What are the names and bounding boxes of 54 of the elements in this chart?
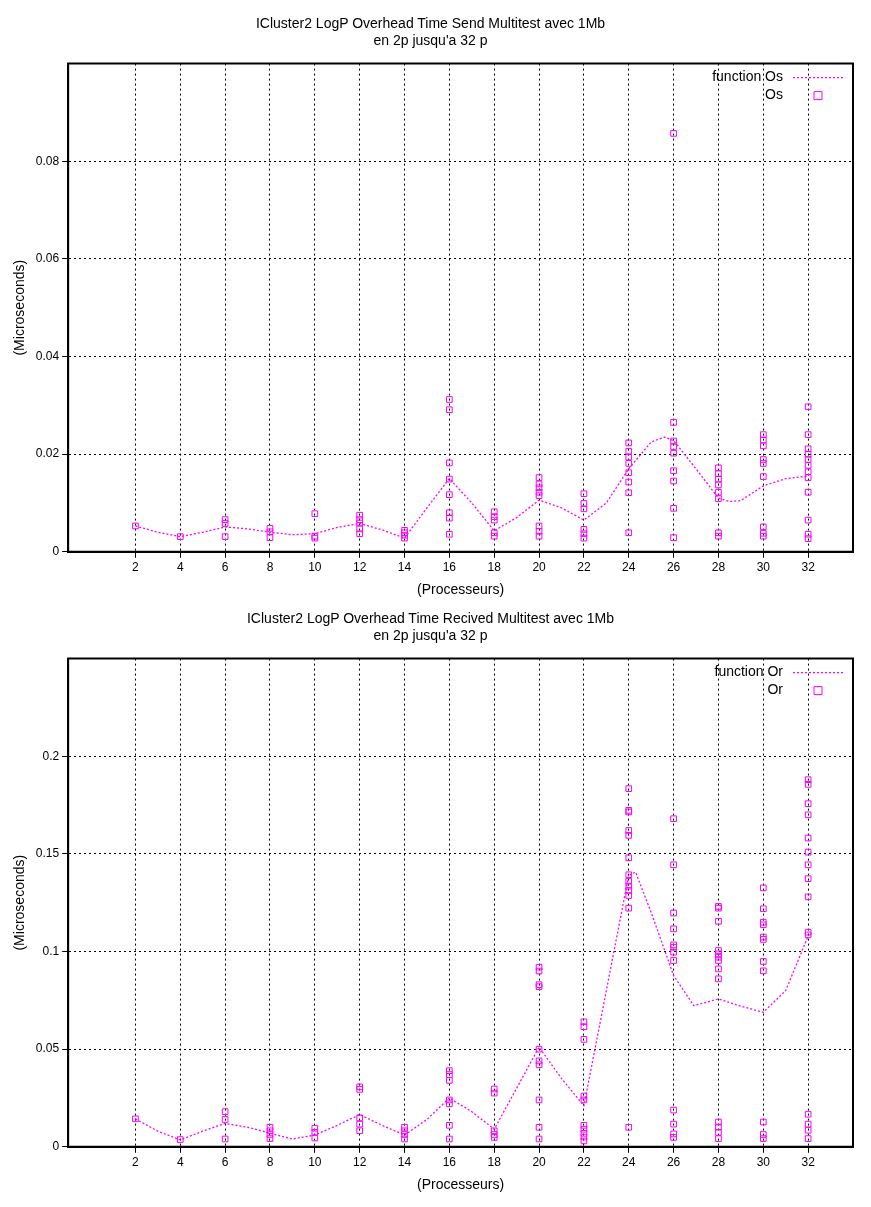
x-tick-label: 32 xyxy=(801,560,816,575)
legend-label: function Or xyxy=(714,663,784,680)
x-tick-label: 26 xyxy=(666,1155,681,1170)
x-tick-label: 28 xyxy=(711,560,726,575)
legend-label: Os xyxy=(765,86,783,103)
x-tick-label: 18 xyxy=(487,1155,502,1170)
y-tick-label: 0.05 xyxy=(35,1041,60,1056)
legend-label: Or xyxy=(767,681,784,698)
x-tick-label: 2 xyxy=(132,1155,140,1170)
x-tick-label: 8 xyxy=(266,1155,274,1170)
y-tick-label: 0 xyxy=(52,544,60,559)
x-tick-label: 18 xyxy=(487,560,502,575)
y-tick-label: 0.04 xyxy=(35,348,60,363)
chart-title: ICluster2 LogP Overhead Time Recived Multitest avec 1Mb xyxy=(246,610,615,627)
x-tick-label: 4 xyxy=(176,1155,184,1170)
y-tick-label: 0 xyxy=(52,1139,60,1154)
x-tick-label: 22 xyxy=(577,1155,591,1170)
y-tick-label: 0.02 xyxy=(35,446,60,461)
x-tick-label: 6 xyxy=(221,1155,229,1170)
x-tick-label: 26 xyxy=(666,560,681,575)
x-tick-label: 8 xyxy=(266,560,274,575)
y-tick-label: 0.2 xyxy=(42,748,60,763)
legend-label: function Os xyxy=(712,68,783,85)
x-tick-label: 32 xyxy=(801,1155,816,1170)
chart-title: ICluster2 LogP Overhead Time Send Multitest avec 1Mb xyxy=(255,15,606,32)
x-tick-label: 24 xyxy=(622,1155,636,1170)
x-tick-label: 24 xyxy=(622,560,636,575)
y-tick-label: 0.1 xyxy=(42,943,60,958)
y-tick-label: 0.08 xyxy=(35,153,60,168)
x-tick-label: 4 xyxy=(176,560,184,575)
x-tick-label: 30 xyxy=(756,1155,771,1170)
x-tick-label: 20 xyxy=(532,1155,547,1170)
x-axis-title: (Processeurs) xyxy=(417,1176,505,1193)
chart-subtitle: en 2p jusqu'a 32 p xyxy=(373,32,488,49)
x-tick-label: 16 xyxy=(442,1155,457,1170)
x-tick-label: 12 xyxy=(352,1155,367,1170)
y-axis-title: (Microseconds) xyxy=(11,259,28,356)
x-tick-label: 30 xyxy=(756,560,771,575)
x-tick-label: 28 xyxy=(711,1155,726,1170)
chart-subtitle: en 2p jusqu'a 32 p xyxy=(373,627,488,644)
x-tick-label: 10 xyxy=(308,560,322,575)
x-axis-title: (Processeurs) xyxy=(417,581,505,598)
x-tick-label: 22 xyxy=(577,560,591,575)
x-tick-label: 10 xyxy=(308,1155,322,1170)
x-tick-label: 16 xyxy=(442,560,457,575)
y-tick-label: 0.15 xyxy=(35,846,60,861)
x-tick-label: 14 xyxy=(397,560,412,575)
x-tick-label: 2 xyxy=(132,560,140,575)
x-tick-label: 20 xyxy=(532,560,547,575)
x-tick-label: 6 xyxy=(221,560,229,575)
y-tick-label: 0.06 xyxy=(35,251,60,266)
x-tick-label: 14 xyxy=(397,1155,412,1170)
y-axis-title: (Microseconds) xyxy=(11,854,28,951)
x-tick-label: 12 xyxy=(352,560,367,575)
